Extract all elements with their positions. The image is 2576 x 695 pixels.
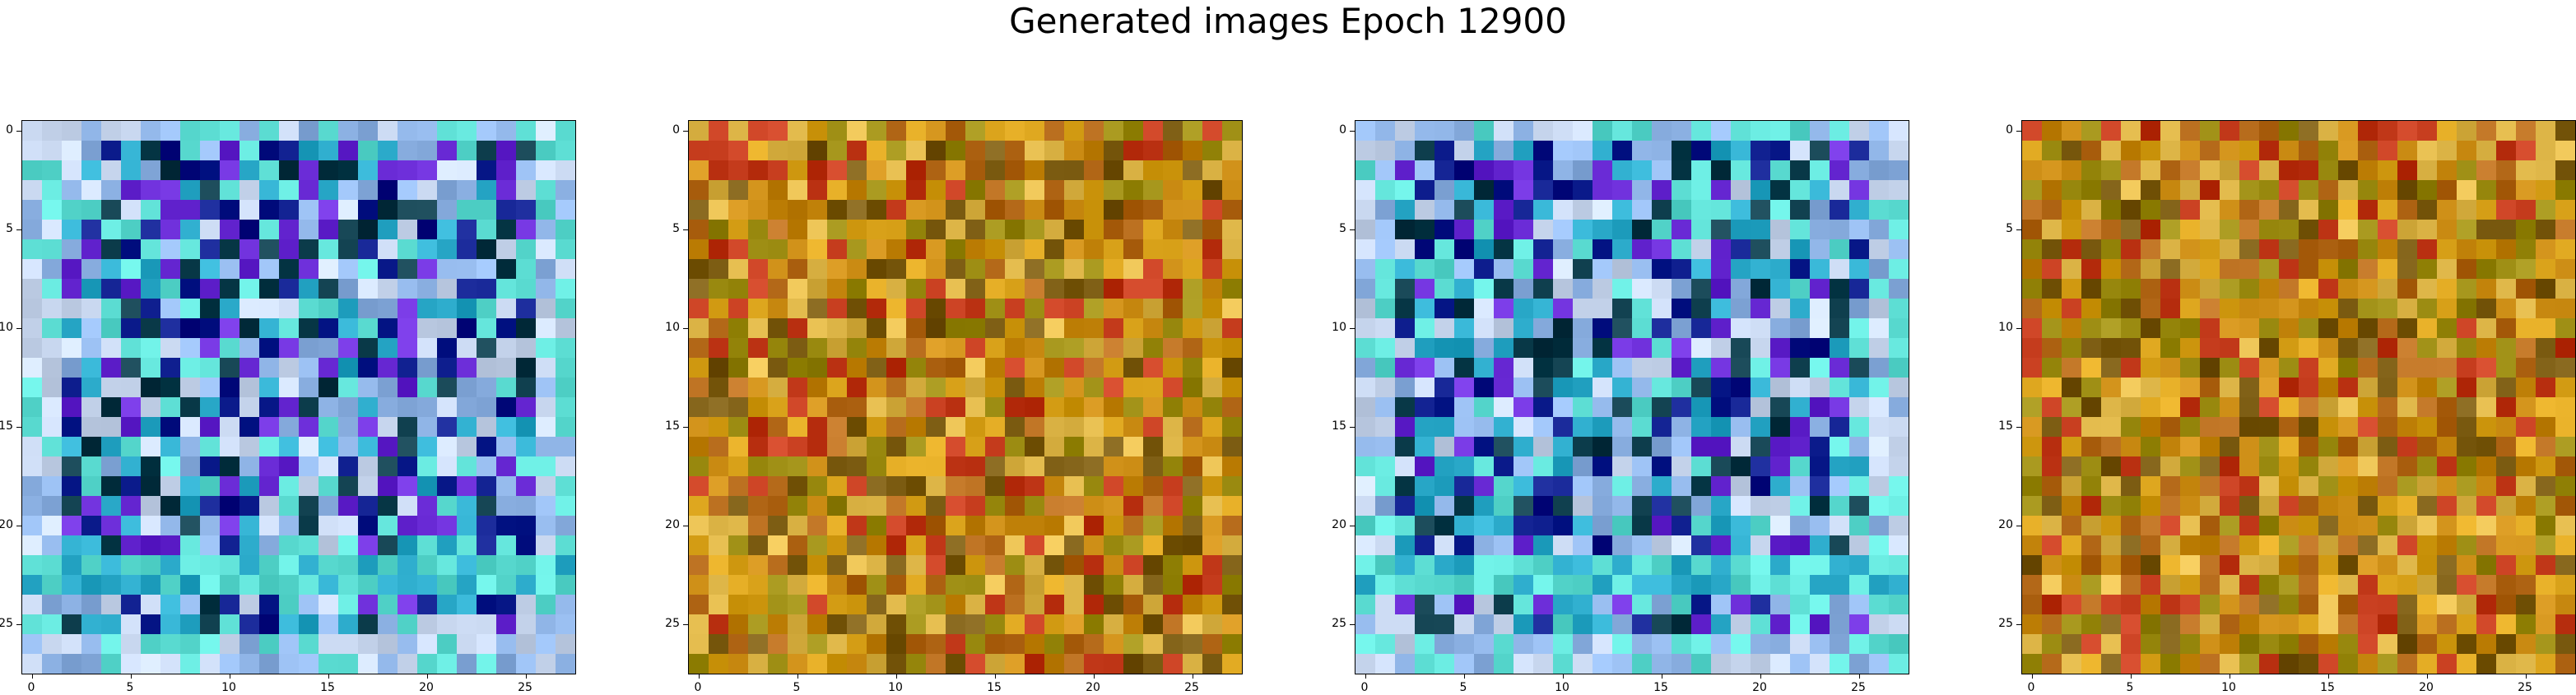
x-tick-mark <box>994 674 996 679</box>
figure-title: Generated images Epoch 12900 <box>1009 1 1567 41</box>
y-tick-label: 25 <box>0 617 13 630</box>
y-tick-label: 0 <box>1339 123 1346 137</box>
x-tick-label: 5 <box>1459 681 1467 694</box>
x-tick-label: 5 <box>2126 681 2134 694</box>
y-tick-label: 5 <box>1339 222 1346 235</box>
y-tick-mark <box>2016 623 2021 625</box>
x-tick-label: 25 <box>1851 681 1866 694</box>
y-tick-label: 5 <box>6 222 13 235</box>
x-tick-label: 0 <box>2027 681 2035 694</box>
x-tick-mark <box>2031 674 2033 679</box>
x-tick-mark <box>1093 674 1095 679</box>
x-tick-mark <box>130 674 132 679</box>
image-panel-2: 0 5 10 15 20 25 0 5 10 15 20 25 <box>665 120 1243 693</box>
y-tick-mark <box>1350 623 1355 625</box>
y-tick-mark <box>683 623 688 625</box>
x-tick-mark <box>2130 674 2132 679</box>
y-tick-label: 0 <box>2006 123 2013 137</box>
y-tick-mark <box>683 426 688 428</box>
generated-image-4 <box>2021 120 2576 674</box>
x-tick-label: 20 <box>1086 681 1100 694</box>
y-tick-label: 0 <box>672 123 680 137</box>
x-tick-mark <box>2426 674 2428 679</box>
x-tick-mark <box>31 674 33 679</box>
y-tick-label: 25 <box>1332 617 1346 630</box>
image-panel-3: 0 5 10 15 20 25 0 5 10 15 20 25 <box>1332 120 1909 693</box>
x-tick-label: 0 <box>1360 681 1369 694</box>
x-tick-label: 15 <box>320 681 335 694</box>
y-tick-mark <box>16 130 21 132</box>
y-tick-label: 20 <box>1332 518 1346 531</box>
y-tick-label: 5 <box>2006 222 2013 235</box>
y-tick-label: 15 <box>665 419 680 433</box>
generated-image-3 <box>1355 120 1909 674</box>
y-tick-label: 10 <box>665 321 680 334</box>
x-tick-mark <box>2327 674 2329 679</box>
x-tick-label: 10 <box>221 681 236 694</box>
x-tick-label: 15 <box>1653 681 1668 694</box>
y-tick-label: 25 <box>665 617 680 630</box>
x-tick-mark <box>328 674 329 679</box>
y-tick-mark <box>16 623 21 625</box>
y-tick-label: 15 <box>0 419 13 433</box>
x-tick-label: 10 <box>1555 681 1569 694</box>
x-tick-label: 0 <box>694 681 702 694</box>
x-tick-label: 5 <box>126 681 134 694</box>
image-panel-4: 0 5 10 15 20 25 0 5 10 15 20 25 <box>1998 120 2576 693</box>
generated-image-1 <box>21 120 576 674</box>
x-tick-label: 20 <box>419 681 434 694</box>
y-tick-label: 10 <box>0 321 13 334</box>
y-tick-mark <box>683 130 688 132</box>
y-tick-mark <box>1350 229 1355 230</box>
generated-image-2 <box>688 120 1243 674</box>
x-tick-label: 20 <box>1752 681 1767 694</box>
y-tick-label: 10 <box>1998 321 2013 334</box>
y-tick-label: 10 <box>1332 321 1346 334</box>
y-tick-label: 20 <box>1998 518 2013 531</box>
y-tick-label: 25 <box>1998 617 2013 630</box>
x-tick-label: 25 <box>1184 681 1199 694</box>
x-tick-mark <box>2525 674 2527 679</box>
y-tick-label: 20 <box>665 518 680 531</box>
x-tick-mark <box>1760 674 1761 679</box>
x-tick-mark <box>426 674 428 679</box>
y-tick-mark <box>2016 327 2021 329</box>
y-tick-label: 5 <box>672 222 680 235</box>
y-tick-mark <box>16 229 21 230</box>
y-tick-mark <box>16 327 21 329</box>
y-tick-mark <box>1350 426 1355 428</box>
x-tick-mark <box>895 674 897 679</box>
y-tick-mark <box>2016 426 2021 428</box>
y-tick-mark <box>683 229 688 230</box>
y-tick-label: 15 <box>1332 419 1346 433</box>
x-tick-mark <box>698 674 700 679</box>
x-tick-label: 10 <box>888 681 903 694</box>
x-tick-mark <box>1562 674 1564 679</box>
x-tick-label: 5 <box>793 681 801 694</box>
x-tick-mark <box>797 674 798 679</box>
x-tick-label: 0 <box>27 681 35 694</box>
x-tick-mark <box>1365 674 1366 679</box>
image-panel-1: 0 5 10 15 20 25 0 5 10 15 20 25 <box>0 120 576 693</box>
y-tick-mark <box>683 327 688 329</box>
x-tick-label: 25 <box>518 681 532 694</box>
x-tick-mark <box>525 674 527 679</box>
y-tick-label: 20 <box>0 518 13 531</box>
y-tick-label: 15 <box>1998 419 2013 433</box>
y-tick-mark <box>16 426 21 428</box>
x-tick-label: 25 <box>2518 681 2532 694</box>
x-tick-label: 15 <box>2320 681 2335 694</box>
x-tick-mark <box>1463 674 1465 679</box>
y-tick-mark <box>1350 130 1355 132</box>
y-tick-mark <box>2016 229 2021 230</box>
x-tick-label: 10 <box>2221 681 2236 694</box>
y-tick-mark <box>2016 130 2021 132</box>
y-tick-mark <box>1350 327 1355 329</box>
y-tick-label: 0 <box>6 123 13 137</box>
x-tick-label: 15 <box>987 681 1002 694</box>
x-tick-mark <box>1858 674 1860 679</box>
x-tick-label: 20 <box>2419 681 2434 694</box>
